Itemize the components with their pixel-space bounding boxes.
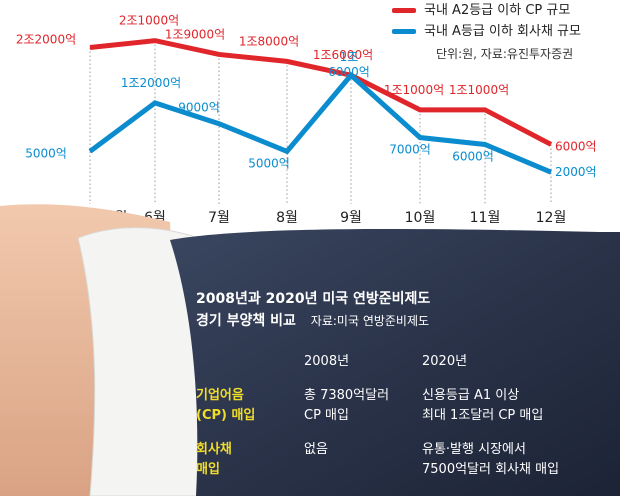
data-label: 1조1000억 [384, 83, 444, 97]
table-source: 자료:미국 연방준비제도 [310, 314, 430, 328]
data-label: 2000억 [555, 165, 597, 179]
chart-legend: 국내 A2등급 이하 CP 규모 국내 A등급 이하 회사채 규모 [392, 0, 581, 42]
cell-bond-2008: 없음 [304, 442, 328, 457]
x-tick-label: 12월 [536, 210, 567, 226]
data-label: 2조1000억 [119, 14, 179, 28]
cell-bond-2020: 유통·발행 시장에서 7500억달러 회사채 매입 [422, 442, 560, 477]
x-tick-label: 10월 [405, 210, 436, 226]
legend-label-cp: 국내 A2등급 이하 CP 규모 [424, 3, 571, 18]
units-source-note: 단위:원, 자료:유진투자증권 [436, 47, 574, 61]
data-label: 6000억 [452, 149, 494, 163]
legend-label-bond: 국내 A등급 이하 회사채 규모 [424, 24, 581, 39]
data-label: 5000억 [25, 146, 67, 160]
data-label: 2조2000억 [16, 33, 76, 47]
table-title: 2008년과 2020년 미국 연방준비제도 [196, 291, 431, 307]
data-label: 5000억 [248, 156, 290, 170]
data-label: 7000억 [389, 143, 431, 157]
data-label: 1조1000억 [449, 83, 509, 97]
data-label: 1조8000억 [239, 34, 299, 48]
data-label: 1조6000억 [313, 48, 373, 62]
suit-sleeve [170, 229, 620, 496]
data-label: 9000억 [178, 101, 220, 115]
row-head-cp: 기업어음 (CP) 매입 [196, 388, 256, 423]
legend-swatch-red [392, 8, 416, 13]
data-label: 1조2000억 [121, 76, 181, 90]
data-label: 1조9000억 [165, 27, 225, 41]
cell-cp-2020: 신용등급 A1 이상 최대 1조달러 CP 매입 [422, 388, 544, 423]
data-label: 6000억 [555, 139, 597, 153]
col-header-2008: 2008년 [304, 354, 350, 369]
x-tick-label: 11월 [470, 210, 501, 226]
row-head-bond: 회사채 매입 [196, 442, 232, 477]
shirt-cuff [77, 227, 211, 496]
x-tick-label: 9월 [340, 210, 362, 226]
arm-illustration [0, 204, 620, 496]
cell-cp-2008: 총 7380억달러 CP 매입 [304, 388, 390, 423]
series-line-bond [88, 71, 552, 175]
x-tick-label: 7월 [208, 210, 230, 226]
legend-item-cp: 국내 A2등급 이하 CP 규모 [392, 0, 581, 21]
col-header-2020: 2020년 [422, 354, 468, 369]
series-line-cp [89, 38, 553, 147]
legend-item-bond: 국내 A등급 이하 회사채 규모 [392, 21, 581, 42]
table-subtitle: 경기 부양책 비교 [196, 313, 296, 329]
legend-swatch-blue [392, 29, 416, 34]
x-tick-label: 8월 [276, 210, 298, 226]
